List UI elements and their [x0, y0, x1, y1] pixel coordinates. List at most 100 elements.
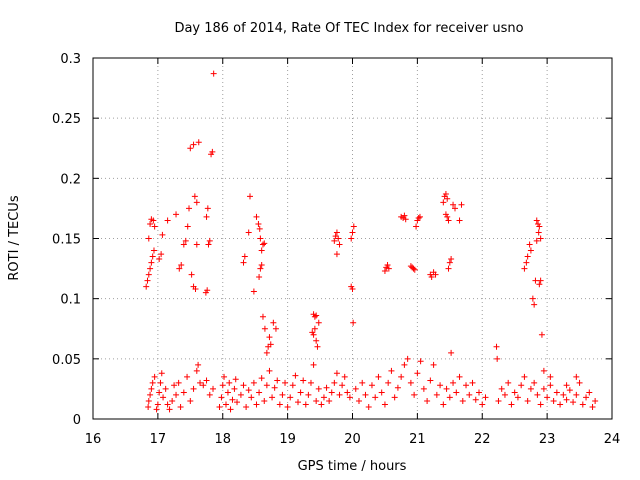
data-point — [261, 325, 268, 332]
data-point — [401, 212, 408, 219]
data-point — [521, 373, 528, 380]
data-point — [200, 382, 207, 389]
data-point — [359, 379, 366, 386]
data-point — [446, 259, 453, 266]
data-point — [328, 389, 335, 396]
data-point — [563, 382, 570, 389]
data-point — [414, 370, 421, 377]
data-point — [443, 385, 450, 392]
data-point — [144, 277, 151, 284]
data-point — [310, 361, 317, 368]
data-point — [398, 373, 405, 380]
data-point — [272, 325, 279, 332]
data-point — [206, 237, 213, 244]
data-point — [494, 355, 501, 362]
data-point — [187, 397, 194, 404]
data-point — [446, 394, 453, 401]
data-point — [448, 255, 455, 262]
data-point — [384, 261, 391, 268]
data-point — [209, 148, 216, 155]
data-point — [583, 394, 590, 401]
data-point — [256, 389, 263, 396]
data-point — [326, 397, 333, 404]
data-point — [318, 401, 325, 408]
data-point — [592, 397, 599, 404]
data-point — [560, 391, 567, 398]
data-point — [145, 403, 152, 410]
data-point — [164, 401, 171, 408]
data-point — [195, 139, 202, 146]
data-point — [372, 394, 379, 401]
data-point — [177, 403, 184, 410]
data-point — [508, 401, 515, 408]
data-point — [310, 331, 317, 338]
data-point — [339, 382, 346, 389]
data-point — [171, 382, 178, 389]
data-point — [529, 295, 536, 302]
data-point — [216, 403, 223, 410]
data-point — [311, 325, 318, 332]
data-point — [190, 141, 197, 148]
data-point — [531, 379, 538, 386]
data-point — [284, 403, 291, 410]
data-point — [314, 343, 321, 350]
data-point — [573, 391, 580, 398]
data-point — [514, 394, 521, 401]
x-tick-label: 21 — [409, 432, 426, 447]
data-point — [151, 223, 158, 230]
data-point — [263, 382, 270, 389]
data-point — [193, 199, 200, 206]
x-tick-label: 20 — [344, 432, 361, 447]
data-point — [246, 193, 253, 200]
data-point — [180, 389, 187, 396]
data-point — [428, 274, 435, 281]
data-point — [206, 391, 213, 398]
data-point — [378, 389, 385, 396]
data-point — [234, 399, 241, 406]
data-point — [175, 379, 182, 386]
x-tick-label: 18 — [214, 432, 231, 447]
data-point — [176, 265, 183, 272]
data-point — [250, 288, 257, 295]
data-point — [442, 190, 449, 197]
data-point — [258, 375, 265, 382]
data-point — [307, 379, 314, 386]
data-point — [533, 217, 540, 224]
data-point — [195, 361, 202, 368]
data-point — [187, 145, 194, 152]
data-point — [401, 361, 408, 368]
data-point — [479, 401, 486, 408]
data-point — [276, 401, 283, 408]
data-point — [505, 379, 512, 386]
data-point — [416, 213, 423, 220]
data-point — [145, 397, 152, 404]
data-point — [204, 287, 211, 294]
data-point — [204, 205, 211, 212]
data-point — [158, 251, 165, 258]
data-point — [182, 237, 189, 244]
data-point — [157, 379, 164, 386]
data-point — [154, 401, 161, 408]
data-point — [432, 271, 439, 278]
data-point — [430, 361, 437, 368]
data-point — [553, 389, 560, 396]
x-tick-label: 23 — [539, 432, 556, 447]
data-point — [184, 223, 191, 230]
data-point — [410, 265, 417, 272]
data-point — [210, 70, 217, 77]
data-point — [538, 331, 545, 338]
data-point — [566, 387, 573, 394]
data-point — [537, 235, 544, 242]
data-point — [164, 217, 171, 224]
data-point — [576, 379, 583, 386]
data-point — [573, 373, 580, 380]
plot-frame — [92, 57, 613, 420]
data-point — [300, 377, 307, 384]
data-point — [349, 229, 356, 236]
data-point — [420, 385, 427, 392]
data-point — [493, 343, 500, 350]
data-point — [226, 379, 233, 386]
data-point — [205, 241, 212, 248]
data-point — [149, 253, 156, 260]
data-point — [482, 394, 489, 401]
